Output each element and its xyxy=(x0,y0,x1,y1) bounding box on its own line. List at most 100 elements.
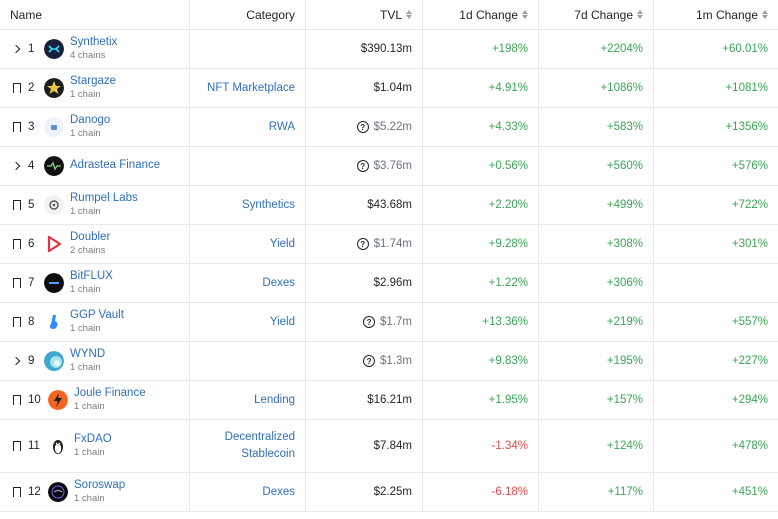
category-cell xyxy=(190,342,306,380)
question-circle-icon[interactable]: ? xyxy=(356,121,369,133)
category-link[interactable]: Lending xyxy=(254,393,295,406)
table-row[interactable]: 11 FxDAO 1 chain Decentralized Stablecoin $7… xyxy=(0,420,778,473)
table-row[interactable]: 7 BitFLUX 1 chain Dexes $2.96m +1.22% +306% xyxy=(0,264,778,303)
bookmark-icon[interactable] xyxy=(10,395,24,408)
change-1d-value: +9.28% xyxy=(488,238,528,250)
table-row[interactable]: 10 Joule Finance 1 chain Lending $16.21m +1.9… xyxy=(0,381,778,420)
protocol-link[interactable]: BitFLUX xyxy=(70,269,113,282)
change-7d-value: +308% xyxy=(606,238,643,250)
rank-number: 8 xyxy=(28,316,35,328)
protocol-link[interactable]: Rumpel Labs xyxy=(70,191,138,204)
sort-icon[interactable] xyxy=(522,10,528,19)
change-7d-cell: +219% xyxy=(539,303,654,341)
protocol-link[interactable]: Joule Finance xyxy=(74,386,146,399)
question-circle-icon[interactable]: ? xyxy=(356,238,369,250)
category-cell: Yield xyxy=(190,303,306,341)
header-tvl[interactable]: TVL xyxy=(306,0,423,29)
protocol-link[interactable]: WYND xyxy=(70,347,106,360)
sort-icon[interactable] xyxy=(406,10,412,19)
chain-count: 1 chain xyxy=(74,493,105,505)
sort-icon[interactable] xyxy=(762,10,768,19)
change-7d-cell: +583% xyxy=(539,108,654,146)
protocol-link[interactable]: Synthetix xyxy=(70,35,118,48)
bookmark-icon[interactable] xyxy=(10,239,24,252)
question-circle-icon[interactable]: ? xyxy=(356,160,369,172)
tvl-cell: $390.13m xyxy=(306,30,423,68)
change-7d-value: +219% xyxy=(606,316,643,328)
protocol-link[interactable]: GGP Vault xyxy=(70,308,124,321)
table-row[interactable]: 4 Adrastea Finance? $3.76m +0.56% +560% +576% xyxy=(0,147,778,186)
protocol-cell: 1 Synthetix 4 chains xyxy=(0,30,190,68)
table-row[interactable]: 3 Danogo 1 chain RWA? $5.22m +4.33% +583% +1356… xyxy=(0,108,778,147)
protocol-link[interactable]: Soroswap xyxy=(74,478,126,491)
category-cell: Dexes xyxy=(190,264,306,302)
protocol-link[interactable]: Doubler xyxy=(70,230,111,243)
header-1m-change[interactable]: 1m Change xyxy=(654,0,778,29)
bookmark-icon[interactable] xyxy=(10,122,24,135)
bookmark-icon[interactable] xyxy=(10,487,24,500)
rank-number: 6 xyxy=(28,238,35,250)
category-link[interactable]: Decentralized Stablecoin xyxy=(224,431,295,460)
chain-count: 1 chain xyxy=(70,128,101,140)
table-row[interactable]: 9 WYND 1 chain? $1.3m +9.83% +195% +227% xyxy=(0,342,778,381)
sort-icon[interactable] xyxy=(637,10,643,19)
question-circle-icon[interactable]: ? xyxy=(363,316,376,328)
change-1d-value: +1.95% xyxy=(488,394,528,406)
table-row[interactable]: 5 Rumpel Labs 1 chain Synthetics $43.68m +2.2… xyxy=(0,186,778,225)
header-7d-change[interactable]: 7d Change xyxy=(539,0,654,29)
change-1m-cell: +1356% xyxy=(654,108,778,146)
bookmark-icon[interactable] xyxy=(10,441,24,454)
chain-count: 4 chains xyxy=(70,50,106,62)
category-cell: RWA xyxy=(190,108,306,146)
table-row[interactable]: 12 Soroswap 1 chain Dexes $2.25m -6.18% +117% +… xyxy=(0,473,778,512)
category-link[interactable]: Dexes xyxy=(262,485,295,498)
change-1m-cell: +301% xyxy=(654,225,778,263)
question-circle-icon[interactable]: ? xyxy=(363,355,376,367)
change-7d-value: +124% xyxy=(606,440,643,452)
category-cell: Yield xyxy=(190,225,306,263)
category-link[interactable]: Yield xyxy=(269,315,295,328)
change-1m-value: +478% xyxy=(731,440,768,452)
change-1d-cell: +4.91% xyxy=(423,69,539,107)
chevron-right-icon[interactable] xyxy=(10,356,24,366)
category-link[interactable]: RWA xyxy=(268,120,295,133)
tvl-value: $16.21m xyxy=(367,394,412,406)
change-1m-value: +227% xyxy=(731,355,768,367)
bookmark-icon[interactable] xyxy=(10,278,24,291)
category-link[interactable]: Synthetics xyxy=(241,198,295,211)
joule-logo-icon xyxy=(48,390,68,410)
protocol-link[interactable]: FxDAO xyxy=(74,432,112,445)
table-header: Name Category TVL 1d Change 7d Change 1m… xyxy=(0,0,778,30)
change-1m-value: +60.01% xyxy=(722,43,768,55)
tvl-cell: $43.68m xyxy=(306,186,423,224)
table-row[interactable]: 6 Doubler 2 chains Yield? $1.74m +9.28% +308% +… xyxy=(0,225,778,264)
rumpel-logo-icon xyxy=(44,195,64,215)
protocol-link[interactable]: Adrastea Finance xyxy=(70,159,161,172)
category-link[interactable]: Dexes xyxy=(262,276,295,289)
category-link[interactable]: NFT Marketplace xyxy=(207,81,295,94)
change-1m-cell: +478% xyxy=(654,420,778,472)
tvl-cell: $2.96m xyxy=(306,264,423,302)
header-1d-change[interactable]: 1d Change xyxy=(423,0,539,29)
bookmark-icon[interactable] xyxy=(10,317,24,330)
change-1d-cell: +1.22% xyxy=(423,264,539,302)
change-1m-cell: +722% xyxy=(654,186,778,224)
table-row[interactable]: 8 GGP Vault 1 chain Yield? $1.7m +13.36% +219%… xyxy=(0,303,778,342)
synthetix-logo-icon xyxy=(44,39,64,59)
protocol-link[interactable]: Danogo xyxy=(70,113,111,126)
chevron-right-icon[interactable] xyxy=(10,161,24,171)
protocol-link[interactable]: Stargaze xyxy=(70,74,117,87)
table-row[interactable]: 1 Synthetix 4 chains $390.13m +198% +2204% +60… xyxy=(0,30,778,69)
danogo-logo-icon xyxy=(44,117,64,137)
change-1d-value: +4.91% xyxy=(488,82,528,94)
bookmark-icon[interactable] xyxy=(10,200,24,213)
chevron-right-icon[interactable] xyxy=(10,44,24,54)
tvl-value: $2.96m xyxy=(373,277,412,289)
bookmark-icon[interactable] xyxy=(10,83,24,96)
table-row[interactable]: 2 Stargaze 1 chain NFT Marketplace $1.04m +4.… xyxy=(0,69,778,108)
protocol-cell: 6 Doubler 2 chains xyxy=(0,225,190,263)
change-7d-value: +499% xyxy=(606,199,643,211)
change-1d-cell: +4.33% xyxy=(423,108,539,146)
category-link[interactable]: Yield xyxy=(269,237,295,250)
